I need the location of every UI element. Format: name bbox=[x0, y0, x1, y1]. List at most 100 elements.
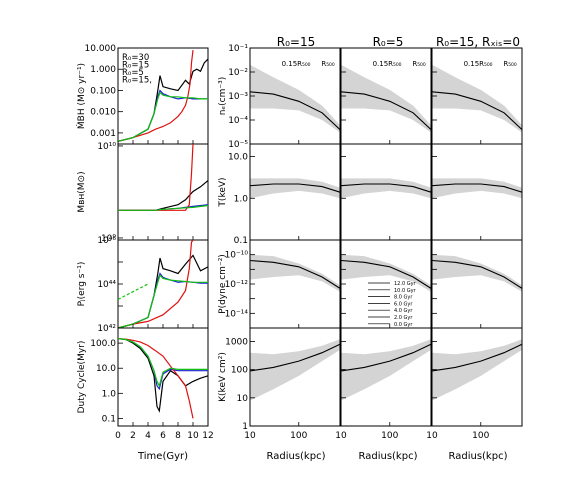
panel-frame-K bbox=[431, 327, 523, 427]
y-axis-label-m-bh: Mʙʜ(M⊙) bbox=[77, 171, 87, 212]
legend-entry-0: R₀=30 bbox=[122, 53, 149, 63]
series-line-p-jet-1 bbox=[117, 272, 208, 329]
y-axis-label-duty-cycle: Duty Cycle(Myr) bbox=[77, 341, 87, 414]
panel-frame-P bbox=[249, 239, 341, 329]
y-tick-label-ne: 10⁻³ bbox=[228, 92, 248, 102]
y-tick-label-mdot-bh: 10.000 bbox=[85, 44, 117, 54]
profile-line-T-0 bbox=[431, 183, 523, 193]
column-title-r0-5: R₀=5 bbox=[373, 35, 404, 49]
y-tick-label-m-bh: 10⁹ bbox=[101, 234, 116, 244]
scatter-band-ne bbox=[250, 64, 340, 133]
series-line-p-jet-4 bbox=[117, 283, 149, 300]
y-tick-label-ne: 10⁻⁴ bbox=[228, 116, 248, 126]
y-tick-label-m-bh: 10¹⁰ bbox=[97, 142, 116, 152]
series-line-m-bh-3 bbox=[118, 204, 209, 211]
x-tick-label-radius: 100 bbox=[290, 431, 307, 441]
series-line-p-jet-2 bbox=[117, 239, 194, 329]
profile-line-ne-0 bbox=[340, 91, 432, 131]
legend-entry-1: R₀=15 bbox=[122, 61, 149, 71]
y-tick-label-duty-cycle: 10.0 bbox=[96, 364, 116, 374]
series-line-duty-cycle-0 bbox=[117, 338, 209, 413]
y-tick-label-ne: 10⁻¹ bbox=[228, 44, 248, 54]
y-tick-label-K: 100 bbox=[231, 366, 248, 376]
x-tick-label-radius: 10 bbox=[426, 431, 438, 441]
series-line-mdot-bh-3 bbox=[117, 91, 208, 142]
profile-line-ne-0 bbox=[249, 91, 341, 131]
profile-line-ne-0 bbox=[431, 91, 523, 131]
y-axis-label-ne: nₑ(cm⁻³) bbox=[218, 77, 228, 116]
y-tick-label-mdot-bh: 0.001 bbox=[90, 129, 116, 139]
series-line-duty-cycle-3 bbox=[117, 338, 208, 388]
x-tick-label-time: 2 bbox=[130, 431, 136, 441]
marker-label-r500: R₅₀₀ bbox=[412, 60, 425, 68]
right-xlabel-col-3: Radius(kpc) bbox=[449, 451, 508, 462]
y-axis-label-mdot-bh: ṀBH (M⊙ yr⁻¹) bbox=[76, 63, 87, 129]
y-axis-label-K: K(keV cm²) bbox=[218, 352, 228, 402]
x-tick-label-time: 12 bbox=[202, 431, 213, 441]
scatter-band-K bbox=[432, 339, 522, 401]
column-title-r0-15: R₀=15 bbox=[277, 35, 315, 49]
y-tick-label-P: 10⁻¹² bbox=[225, 280, 249, 290]
y-tick-label-K: 10 bbox=[237, 394, 249, 404]
y-tick-label-p-jet: 10⁴⁴ bbox=[97, 280, 116, 290]
plot-layer: 0.001 0.010 0.100 1.000 10.000 ṀBH (M⊙ yr⁻¹) 1… bbox=[76, 44, 523, 441]
column-title-r0-15-rdis-0: R₀=15, Rₓᵢₛ=0 bbox=[436, 35, 520, 49]
profile-legend-entry-4: 4.0 Gyr bbox=[394, 308, 413, 314]
y-tick-label-mdot-bh: 1.000 bbox=[90, 65, 116, 75]
y-tick-label-p-jet: 10⁴⁶ bbox=[97, 236, 116, 246]
x-tick-label-radius: 10 bbox=[244, 431, 256, 441]
scatter-band-T bbox=[341, 178, 431, 199]
y-tick-label-ne: 10⁻⁵ bbox=[228, 140, 248, 150]
profile-line-P-0 bbox=[249, 259, 341, 289]
scatter-band-K bbox=[250, 339, 340, 401]
series-line-duty-cycle-2 bbox=[117, 338, 194, 419]
y-axis-label-P: P(dyne cm⁻²) bbox=[218, 254, 228, 314]
y-tick-label-mdot-bh: 0.100 bbox=[90, 86, 116, 96]
x-tick-label-time: 4 bbox=[145, 431, 151, 441]
right-xlabel-col-1: Radius(kpc) bbox=[267, 451, 326, 462]
x-tick-label-time: 10 bbox=[187, 431, 199, 441]
marker-label-015r500: 0.15R₅₀₀ bbox=[373, 60, 402, 68]
x-tick-label-time: 8 bbox=[175, 431, 181, 441]
marker-label-r500: R₅₀₀ bbox=[321, 60, 334, 68]
series-line-m-bh-2 bbox=[118, 143, 194, 211]
series-line-p-jet-3 bbox=[117, 274, 208, 329]
panel-frame-P bbox=[431, 239, 523, 329]
profile-line-P-0 bbox=[431, 259, 523, 289]
y-tick-label-duty-cycle: 100.0 bbox=[90, 339, 116, 349]
y-axis-label-p-jet: Pⱼ(erg s⁻¹) bbox=[77, 262, 87, 307]
legend-entry-3: R₀=15, bbox=[122, 76, 152, 86]
scatter-band-P bbox=[250, 254, 340, 292]
series-line-p-jet-0 bbox=[117, 254, 209, 329]
marker-label-015r500: 0.15R₅₀₀ bbox=[464, 60, 493, 68]
x-tick-label-radius: 10 bbox=[335, 431, 347, 441]
profile-legend-entry-2: 8.0 Gyr bbox=[394, 295, 413, 301]
x-tick-label-radius: 100 bbox=[381, 431, 398, 441]
y-tick-label-T: 1.0 bbox=[234, 194, 249, 204]
right-xlabel-col-2: Radius(kpc) bbox=[359, 451, 418, 462]
profile-line-P-0 bbox=[340, 259, 432, 289]
x-tick-label-time: 0 bbox=[115, 431, 121, 441]
x-tick-label-radius: 100 bbox=[472, 431, 489, 441]
profile-legend-entry-1: 10.0 Gyr bbox=[394, 288, 417, 294]
panel-frame-K bbox=[340, 327, 432, 427]
scatter-band-P bbox=[341, 254, 431, 292]
y-tick-label-p-jet: 10⁴² bbox=[97, 324, 116, 334]
profile-legend-entry-6: 0.0 Gyr bbox=[394, 322, 413, 328]
panel-frame-P bbox=[340, 239, 432, 329]
y-tick-label-K: 1000 bbox=[225, 337, 248, 347]
series-line-mdot-bh-2 bbox=[117, 50, 194, 142]
profile-legend-entry-0: 12.0 Gyr bbox=[394, 281, 417, 287]
scatter-band-T bbox=[432, 178, 522, 199]
profile-line-T-0 bbox=[340, 183, 432, 193]
y-tick-label-duty-cycle: 1.0 bbox=[102, 389, 117, 399]
y-tick-label-mdot-bh: 0.010 bbox=[90, 108, 116, 118]
marker-label-r500: R₅₀₀ bbox=[503, 60, 516, 68]
left-xlabel: Time(Gyr) bbox=[137, 451, 188, 462]
scatter-band-P bbox=[432, 254, 522, 292]
profile-line-T-0 bbox=[249, 183, 341, 193]
y-tick-label-T: 10.0 bbox=[228, 153, 248, 163]
y-tick-label-P: 10⁻¹⁴ bbox=[225, 309, 249, 319]
scatter-band-ne bbox=[432, 64, 522, 133]
